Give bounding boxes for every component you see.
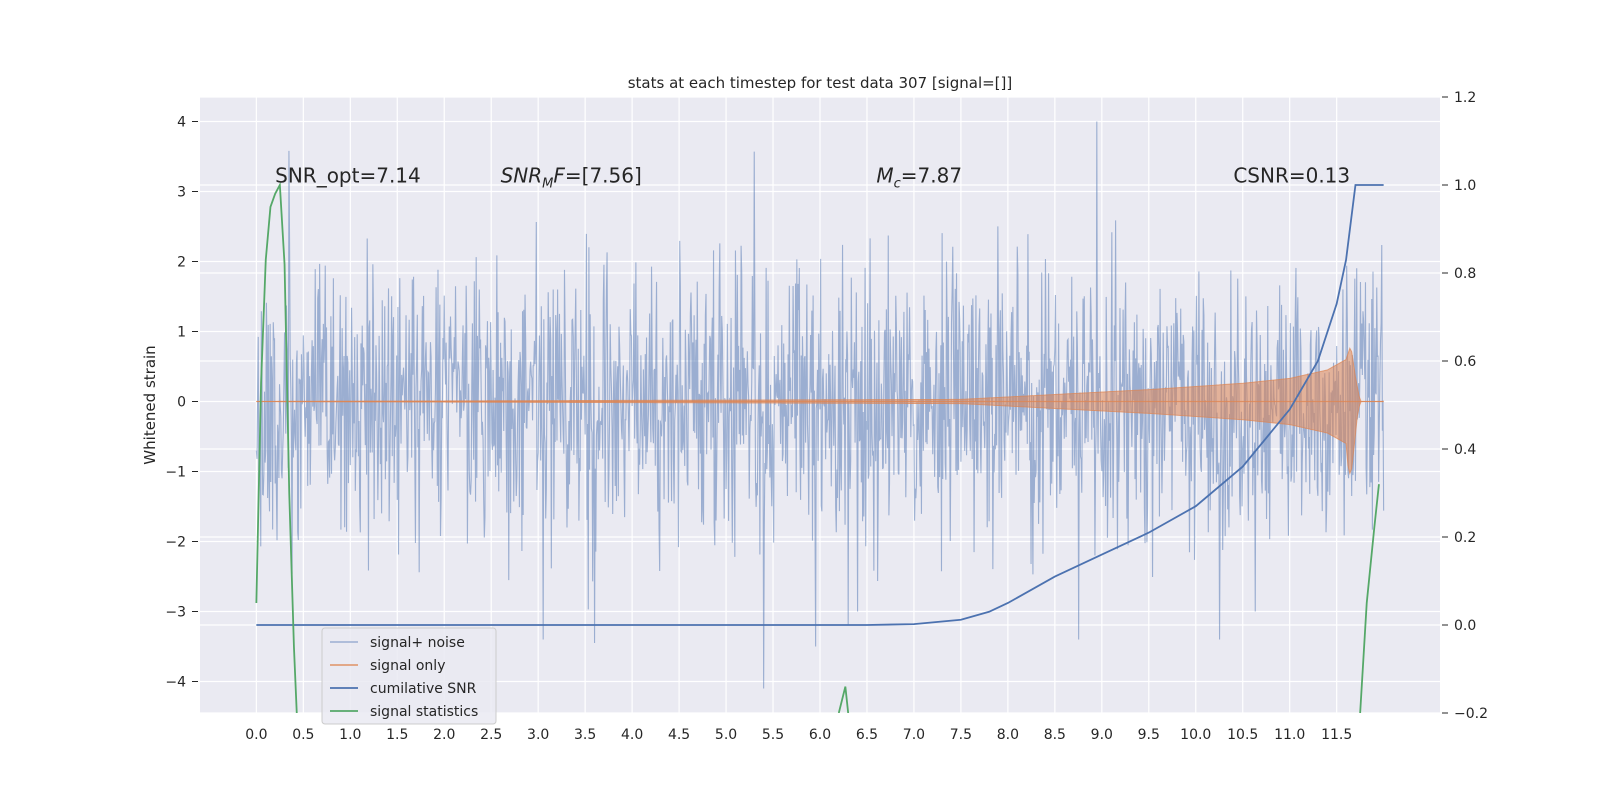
y-tick-label: 1 bbox=[177, 325, 186, 341]
y-tick-label: 0 bbox=[177, 395, 186, 411]
y2-tick-label: 0.0 bbox=[1454, 618, 1476, 634]
x-tick-label: 1.0 bbox=[339, 727, 361, 743]
x-tick-label: 11.5 bbox=[1321, 727, 1352, 743]
y2-tick-label: 0.8 bbox=[1454, 266, 1476, 282]
series-signal-statistics-line bbox=[1359, 484, 1380, 713]
y-tick-label: 4 bbox=[177, 115, 186, 131]
x-tick-label: 5.5 bbox=[762, 727, 784, 743]
y2-tick-label: 0.4 bbox=[1454, 442, 1476, 458]
x-tick-label: 9.5 bbox=[1138, 727, 1160, 743]
y2-tick-label: −0.2 bbox=[1454, 706, 1488, 722]
x-tick-label: 8.0 bbox=[997, 727, 1019, 743]
y-tick-label: −2 bbox=[165, 535, 186, 551]
y2-tick-label: 1.2 bbox=[1454, 90, 1476, 106]
annotation-text: SNR_opt=7.14 bbox=[275, 164, 421, 188]
y-tick-label: 2 bbox=[177, 255, 186, 271]
legend-label: signal+ noise bbox=[370, 635, 465, 651]
annotations: SNR_opt=7.14 SNRMF=[7.56] Mc=7.87 CSNR=0.13 bbox=[275, 164, 1350, 192]
series-signal-statistics-line bbox=[837, 686, 850, 713]
y-tick-label: 3 bbox=[177, 185, 186, 201]
x-tick-label: 4.0 bbox=[621, 727, 643, 743]
x-tick-label: 6.5 bbox=[856, 727, 878, 743]
x-tick-label: 7.5 bbox=[950, 727, 972, 743]
legend-label: cumilative SNR bbox=[370, 681, 477, 697]
x-tick-label: 2.5 bbox=[480, 727, 502, 743]
y2-tick-label: 1.0 bbox=[1454, 178, 1476, 194]
annotation-text: SNRMF=[7.56] bbox=[501, 164, 642, 192]
series-layer bbox=[255, 121, 1385, 713]
tick-labels: 0.0 0.5 1.0 1.5 2.0 2.5 3.0 3.5 4.0 4.5 5.0 5.5 6.0 6… bbox=[165, 90, 1488, 743]
x-tick-label: 8.5 bbox=[1044, 727, 1066, 743]
x-tick-label: 0.5 bbox=[292, 727, 314, 743]
series-signal-statistics-line bbox=[255, 181, 298, 713]
x-tick-label: 10.5 bbox=[1227, 727, 1258, 743]
y-axis-label: Whitened strain bbox=[141, 345, 159, 464]
x-tick-label: 7.0 bbox=[903, 727, 925, 743]
x-tick-label: 0.0 bbox=[245, 727, 267, 743]
y-tick-label: −3 bbox=[165, 605, 186, 621]
series-signal-noise-line bbox=[255, 121, 1385, 689]
x-tick-label: 3.5 bbox=[574, 727, 596, 743]
y-tick-label: −1 bbox=[165, 465, 186, 481]
legend-label: signal statistics bbox=[370, 704, 478, 720]
series-signal-only-band bbox=[256, 347, 1384, 475]
x-tick-label: 4.5 bbox=[668, 727, 690, 743]
series-cumulative-snr-line bbox=[256, 184, 1384, 626]
x-tick-label: 6.0 bbox=[809, 727, 831, 743]
x-tick-label: 11.0 bbox=[1274, 727, 1305, 743]
x-tick-label: 3.0 bbox=[527, 727, 549, 743]
annotation-text: CSNR=0.13 bbox=[1233, 164, 1350, 188]
annotation-text: Mc=7.87 bbox=[876, 164, 962, 192]
legend-box bbox=[321, 627, 497, 725]
x-tick-label: 2.0 bbox=[433, 727, 455, 743]
y2-tick-label: 0.6 bbox=[1454, 354, 1476, 370]
x-tick-label: 10.0 bbox=[1180, 727, 1211, 743]
x-tick-label: 5.0 bbox=[715, 727, 737, 743]
chart-title: stats at each timestep for test data 307… bbox=[628, 74, 1013, 92]
x-tick-label: 1.5 bbox=[386, 727, 408, 743]
y2-tick-label: 0.2 bbox=[1454, 530, 1476, 546]
legend: signal+ noise signal only cumilative SNR si… bbox=[321, 627, 497, 725]
x-tick-label: 9.0 bbox=[1091, 727, 1113, 743]
legend-label: signal only bbox=[370, 658, 445, 674]
y-tick-label: −4 bbox=[165, 675, 186, 691]
